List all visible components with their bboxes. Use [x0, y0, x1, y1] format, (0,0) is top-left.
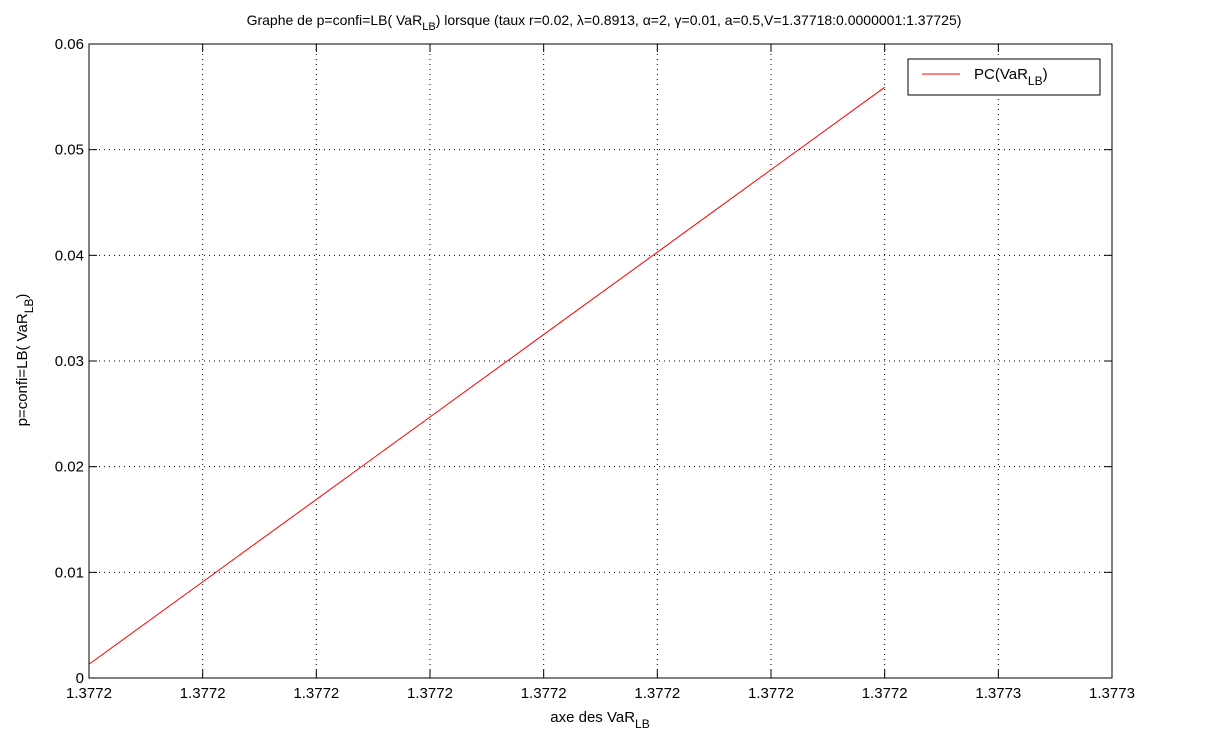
y-tick-label: 0.04 [55, 247, 84, 264]
x-axis-label: axe des VaRLB [550, 709, 649, 731]
x-tick-label: 1.3773 [975, 685, 1021, 702]
y-tick-label: 0.05 [55, 142, 84, 159]
y-tick-label: 0 [76, 670, 84, 687]
legend-label-part: ) [1043, 66, 1048, 83]
y-tick-label: 0.03 [55, 353, 84, 370]
x-tick-label: 1.3772 [293, 685, 339, 702]
x-tick-label: 1.3772 [66, 685, 112, 702]
x-tick-label: 1.3772 [862, 685, 908, 702]
legend-box [907, 58, 1101, 96]
data-line [88, 86, 885, 665]
plot-frame [88, 43, 1113, 679]
x-tick-label: 1.3772 [634, 685, 680, 702]
x-tick-label: 1.3772 [521, 685, 567, 702]
x-tick-label: 1.3772 [407, 685, 453, 702]
y-tick-label: 0.01 [55, 564, 84, 581]
y-tick-label: 0.02 [55, 459, 84, 476]
x-tick-label: 1.3773 [1089, 685, 1135, 702]
legend-label: PC(VaRLB) [974, 66, 1048, 88]
x-tick-label: 1.3772 [748, 685, 794, 702]
y-axis-label: p=confi=LB( VaRLB) [14, 294, 36, 427]
y-tick-label: 0.06 [55, 36, 84, 53]
x-tick-label: 1.3772 [180, 685, 226, 702]
chart-title: Graphe de p=confi=LB( VaRLB) lorsque (ta… [247, 12, 962, 33]
legend-label-part: PC(VaR [974, 66, 1028, 83]
legend-label-part: LB [1028, 74, 1043, 88]
